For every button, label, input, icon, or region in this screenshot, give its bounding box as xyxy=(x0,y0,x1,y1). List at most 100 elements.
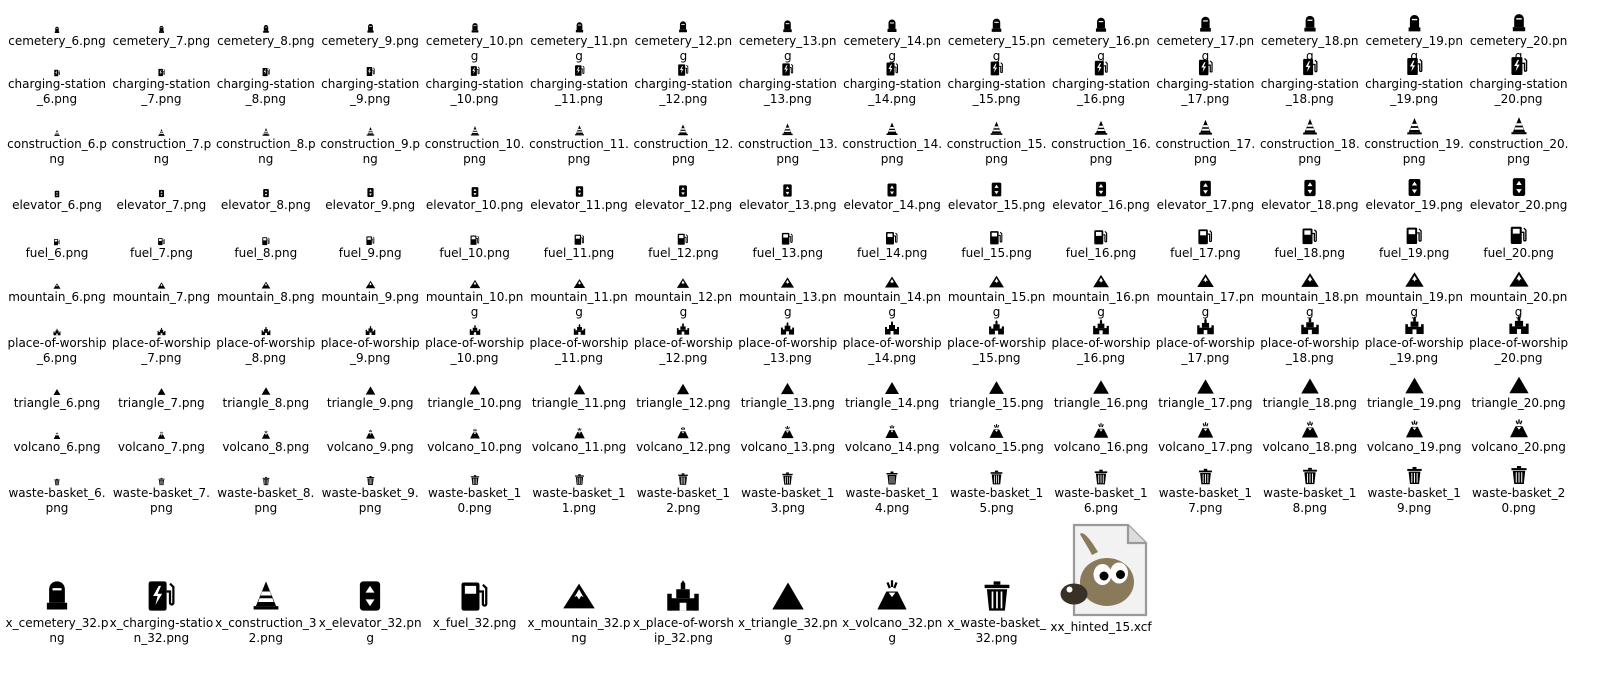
file-item[interactable]: charging-station_11.png xyxy=(527,64,631,107)
file-item[interactable]: place-of-worship_6.png xyxy=(5,328,109,366)
file-item[interactable]: triangle_10.png xyxy=(423,384,527,411)
file-item[interactable]: place-of-worship_9.png xyxy=(318,325,422,366)
file-item[interactable]: elevator_15.png xyxy=(945,181,1049,213)
file-item[interactable]: triangle_15.png xyxy=(945,379,1049,411)
file-item[interactable]: triangle_9.png xyxy=(318,385,422,411)
file-item[interactable]: fuel_7.png xyxy=(109,237,213,261)
file-item[interactable]: construction_6.png xyxy=(5,129,109,167)
file-item[interactable]: triangle_6.png xyxy=(5,388,109,411)
file-item[interactable]: elevator_11.png xyxy=(527,185,631,213)
file-item[interactable]: volcano_7.png xyxy=(109,431,213,455)
file-item[interactable]: construction_18.png xyxy=(1258,117,1362,167)
file-item[interactable]: elevator_10.png xyxy=(423,186,527,213)
file-item[interactable]: x_place-of-worship_32.png xyxy=(631,578,735,646)
file-item[interactable]: x_elevator_32.png xyxy=(318,578,422,646)
file-item[interactable]: waste-basket_16.png xyxy=(1049,468,1153,516)
file-item[interactable]: place-of-worship_19.png xyxy=(1362,315,1466,366)
file-item[interactable]: waste-basket_19.png xyxy=(1362,465,1466,516)
file-item[interactable]: x_construction_32.png xyxy=(214,578,318,646)
file-item[interactable]: fuel_15.png xyxy=(945,229,1049,261)
file-item[interactable]: triangle_18.png xyxy=(1258,376,1362,411)
file-item[interactable]: mountain_14.png xyxy=(840,274,944,320)
file-item[interactable]: fuel_8.png xyxy=(214,236,318,261)
file-item[interactable]: cemetery_18.png xyxy=(1258,14,1362,64)
file-item[interactable]: elevator_9.png xyxy=(318,187,422,213)
file-item[interactable]: construction_13.png xyxy=(736,122,840,167)
file-item[interactable]: cemetery_20.png xyxy=(1467,12,1571,64)
file-item[interactable]: x_waste-basket_32.png xyxy=(945,578,1049,646)
file-item[interactable]: mountain_8.png xyxy=(214,280,318,305)
file-item[interactable]: volcano_9.png xyxy=(318,429,422,455)
file-item[interactable]: place-of-worship_17.png xyxy=(1153,317,1257,366)
file-item[interactable]: charging-station_15.png xyxy=(945,60,1049,107)
file-item[interactable]: waste-basket_6.png xyxy=(5,478,109,516)
file-item[interactable]: place-of-worship_16.png xyxy=(1049,318,1153,366)
file-item[interactable]: cemetery_6.png xyxy=(5,26,109,49)
file-item[interactable]: construction_9.png xyxy=(318,126,422,167)
file-item[interactable]: volcano_6.png xyxy=(5,432,109,455)
file-item[interactable]: place-of-worship_8.png xyxy=(214,326,318,366)
file-item[interactable]: triangle_13.png xyxy=(736,381,840,411)
file-item[interactable]: triangle_20.png xyxy=(1467,374,1571,411)
file-item[interactable]: triangle_11.png xyxy=(527,383,631,411)
file-item[interactable]: charging-station_19.png xyxy=(1362,56,1466,107)
file-item[interactable]: mountain_11.png xyxy=(527,277,631,320)
file-item[interactable]: fuel_12.png xyxy=(631,232,735,261)
file-item[interactable]: waste-basket_8.png xyxy=(214,476,318,516)
file-item[interactable]: x_triangle_32.png xyxy=(736,578,840,646)
file-item[interactable]: mountain_15.png xyxy=(945,273,1049,320)
file-item[interactable]: fuel_20.png xyxy=(1467,224,1571,261)
file-item[interactable]: volcano_16.png xyxy=(1049,422,1153,455)
file-item[interactable]: construction_8.png xyxy=(214,127,318,167)
file-item[interactable]: x_cemetery_32.png xyxy=(5,578,109,646)
file-item[interactable]: cemetery_17.png xyxy=(1153,15,1257,64)
file-item[interactable]: triangle_19.png xyxy=(1362,375,1466,411)
file-item[interactable]: waste-basket_20.png xyxy=(1467,464,1571,516)
file-item[interactable]: fuel_9.png xyxy=(318,235,422,261)
file-item[interactable]: charging-station_16.png xyxy=(1049,59,1153,107)
file-item[interactable]: elevator_12.png xyxy=(631,184,735,213)
file-item[interactable]: volcano_12.png xyxy=(631,426,735,455)
file-item[interactable]: charging-station_14.png xyxy=(840,61,944,107)
file-item[interactable]: xx_hinted_15.xcf xyxy=(1049,522,1153,635)
file-item[interactable]: mountain_9.png xyxy=(318,279,422,305)
file-item[interactable]: volcano_8.png xyxy=(214,430,318,455)
file-item[interactable]: place-of-worship_11.png xyxy=(527,323,631,366)
file-item[interactable]: cemetery_15.png xyxy=(945,17,1049,64)
file-item[interactable]: construction_19.png xyxy=(1362,116,1466,167)
file-item[interactable]: x_fuel_32.png xyxy=(423,578,527,631)
file-item[interactable]: volcano_19.png xyxy=(1362,419,1466,455)
file-item[interactable]: waste-basket_18.png xyxy=(1258,466,1362,516)
file-item[interactable]: cemetery_19.png xyxy=(1362,13,1466,64)
file-item[interactable]: x_charging-station_32.png xyxy=(109,578,213,646)
file-item[interactable]: elevator_6.png xyxy=(5,190,109,213)
file-item[interactable]: place-of-worship_10.png xyxy=(423,324,527,366)
file-item[interactable]: volcano_15.png xyxy=(945,423,1049,455)
file-item[interactable]: construction_15.png xyxy=(945,120,1049,167)
file-item[interactable]: cemetery_12.png xyxy=(631,20,735,64)
file-item[interactable]: charging-station_13.png xyxy=(736,62,840,107)
file-item[interactable]: charging-station_17.png xyxy=(1153,58,1257,107)
file-item[interactable]: fuel_13.png xyxy=(736,231,840,261)
file-item[interactable]: mountain_10.png xyxy=(423,278,527,320)
file-item[interactable]: charging-station_10.png xyxy=(423,65,527,107)
file-item[interactable]: waste-basket_10.png xyxy=(423,474,527,516)
file-item[interactable]: mountain_7.png xyxy=(109,281,213,305)
file-item[interactable]: fuel_16.png xyxy=(1049,228,1153,261)
file-item[interactable]: waste-basket_14.png xyxy=(840,470,944,516)
file-item[interactable]: fuel_10.png xyxy=(423,234,527,261)
file-item[interactable]: construction_7.png xyxy=(109,128,213,167)
file-item[interactable]: x_volcano_32.png xyxy=(840,578,944,646)
file-item[interactable]: charging-station_18.png xyxy=(1258,57,1362,107)
file-item[interactable]: place-of-worship_7.png xyxy=(109,327,213,366)
file-item[interactable]: cemetery_11.png xyxy=(527,21,631,64)
file-item[interactable]: construction_17.png xyxy=(1153,118,1257,167)
file-item[interactable]: mountain_6.png xyxy=(5,282,109,305)
file-item[interactable]: waste-basket_7.png xyxy=(109,477,213,516)
file-item[interactable]: volcano_13.png xyxy=(736,425,840,455)
file-item[interactable]: fuel_17.png xyxy=(1153,227,1257,261)
file-item[interactable]: construction_20.png xyxy=(1467,115,1571,167)
file-item[interactable]: volcano_18.png xyxy=(1258,420,1362,455)
file-item[interactable]: charging-station_9.png xyxy=(318,66,422,107)
file-item[interactable]: fuel_11.png xyxy=(527,233,631,261)
